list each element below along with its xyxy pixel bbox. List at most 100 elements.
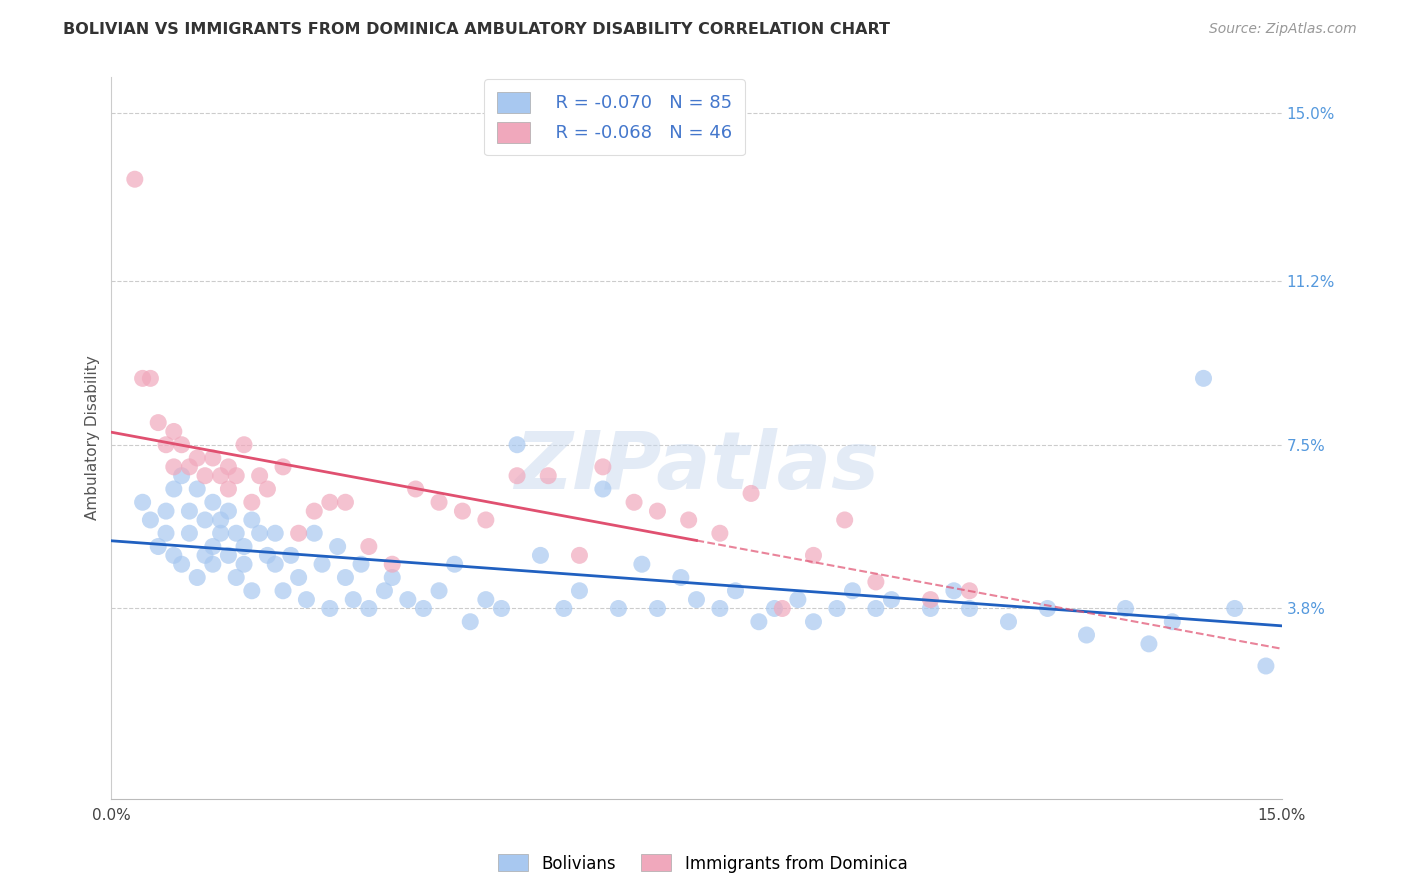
Point — [335, 570, 357, 584]
Point — [1223, 601, 1246, 615]
Point — [264, 558, 287, 572]
Point — [240, 583, 263, 598]
Point — [786, 592, 808, 607]
Point — [287, 570, 309, 584]
Point — [186, 570, 208, 584]
Point — [443, 558, 465, 572]
Point — [880, 592, 903, 607]
Point — [217, 459, 239, 474]
Point — [124, 172, 146, 186]
Point — [131, 371, 153, 385]
Point — [920, 592, 942, 607]
Point — [396, 592, 419, 607]
Point — [669, 570, 692, 584]
Point — [233, 558, 256, 572]
Legend:   R = -0.070   N = 85,   R = -0.068   N = 46: R = -0.070 N = 85, R = -0.068 N = 46 — [485, 79, 745, 155]
Point — [271, 583, 294, 598]
Point — [553, 601, 575, 615]
Point — [709, 526, 731, 541]
Point — [491, 601, 513, 615]
Point — [163, 549, 186, 563]
Point — [803, 549, 825, 563]
Point — [678, 513, 700, 527]
Point — [997, 615, 1019, 629]
Y-axis label: Ambulatory Disability: Ambulatory Disability — [86, 356, 100, 520]
Point — [163, 425, 186, 439]
Point — [1137, 637, 1160, 651]
Point — [506, 438, 529, 452]
Point — [319, 601, 342, 615]
Point — [311, 558, 333, 572]
Text: BOLIVIAN VS IMMIGRANTS FROM DOMINICA AMBULATORY DISABILITY CORRELATION CHART: BOLIVIAN VS IMMIGRANTS FROM DOMINICA AMB… — [63, 22, 890, 37]
Point — [240, 513, 263, 527]
Point — [186, 450, 208, 465]
Point — [1161, 615, 1184, 629]
Point — [740, 486, 762, 500]
Point — [139, 513, 162, 527]
Text: Source: ZipAtlas.com: Source: ZipAtlas.com — [1209, 22, 1357, 37]
Point — [256, 482, 278, 496]
Point — [592, 482, 614, 496]
Point — [381, 570, 404, 584]
Point — [427, 583, 450, 598]
Point — [201, 540, 224, 554]
Point — [568, 583, 591, 598]
Point — [287, 526, 309, 541]
Point — [201, 558, 224, 572]
Point — [155, 526, 177, 541]
Point — [302, 526, 325, 541]
Point — [427, 495, 450, 509]
Point — [319, 495, 342, 509]
Point — [249, 526, 271, 541]
Point — [350, 558, 373, 572]
Point — [1036, 601, 1059, 615]
Legend: Bolivians, Immigrants from Dominica: Bolivians, Immigrants from Dominica — [492, 847, 914, 880]
Point — [825, 601, 848, 615]
Point — [225, 570, 247, 584]
Point — [724, 583, 747, 598]
Point — [225, 526, 247, 541]
Point — [139, 371, 162, 385]
Point — [631, 558, 654, 572]
Point — [834, 513, 856, 527]
Point — [475, 513, 498, 527]
Point — [865, 601, 887, 615]
Point — [451, 504, 474, 518]
Point — [537, 468, 560, 483]
Point — [249, 468, 271, 483]
Point — [748, 615, 770, 629]
Point — [458, 615, 481, 629]
Point — [209, 513, 232, 527]
Point — [170, 468, 193, 483]
Point — [685, 592, 707, 607]
Point — [529, 549, 551, 563]
Point — [568, 549, 591, 563]
Point — [295, 592, 318, 607]
Point — [233, 540, 256, 554]
Point — [373, 583, 395, 598]
Point — [201, 450, 224, 465]
Point — [148, 540, 170, 554]
Point — [225, 468, 247, 483]
Point — [342, 592, 364, 607]
Point — [233, 438, 256, 452]
Point — [357, 540, 380, 554]
Point — [1254, 659, 1277, 673]
Point — [240, 495, 263, 509]
Point — [1192, 371, 1215, 385]
Point — [592, 459, 614, 474]
Point — [194, 549, 217, 563]
Point — [335, 495, 357, 509]
Point — [763, 601, 786, 615]
Point — [209, 468, 232, 483]
Point — [381, 558, 404, 572]
Point — [412, 601, 434, 615]
Point — [209, 526, 232, 541]
Point — [959, 601, 981, 615]
Point — [865, 574, 887, 589]
Point — [179, 459, 201, 474]
Point — [217, 482, 239, 496]
Point — [217, 549, 239, 563]
Point — [271, 459, 294, 474]
Point — [155, 504, 177, 518]
